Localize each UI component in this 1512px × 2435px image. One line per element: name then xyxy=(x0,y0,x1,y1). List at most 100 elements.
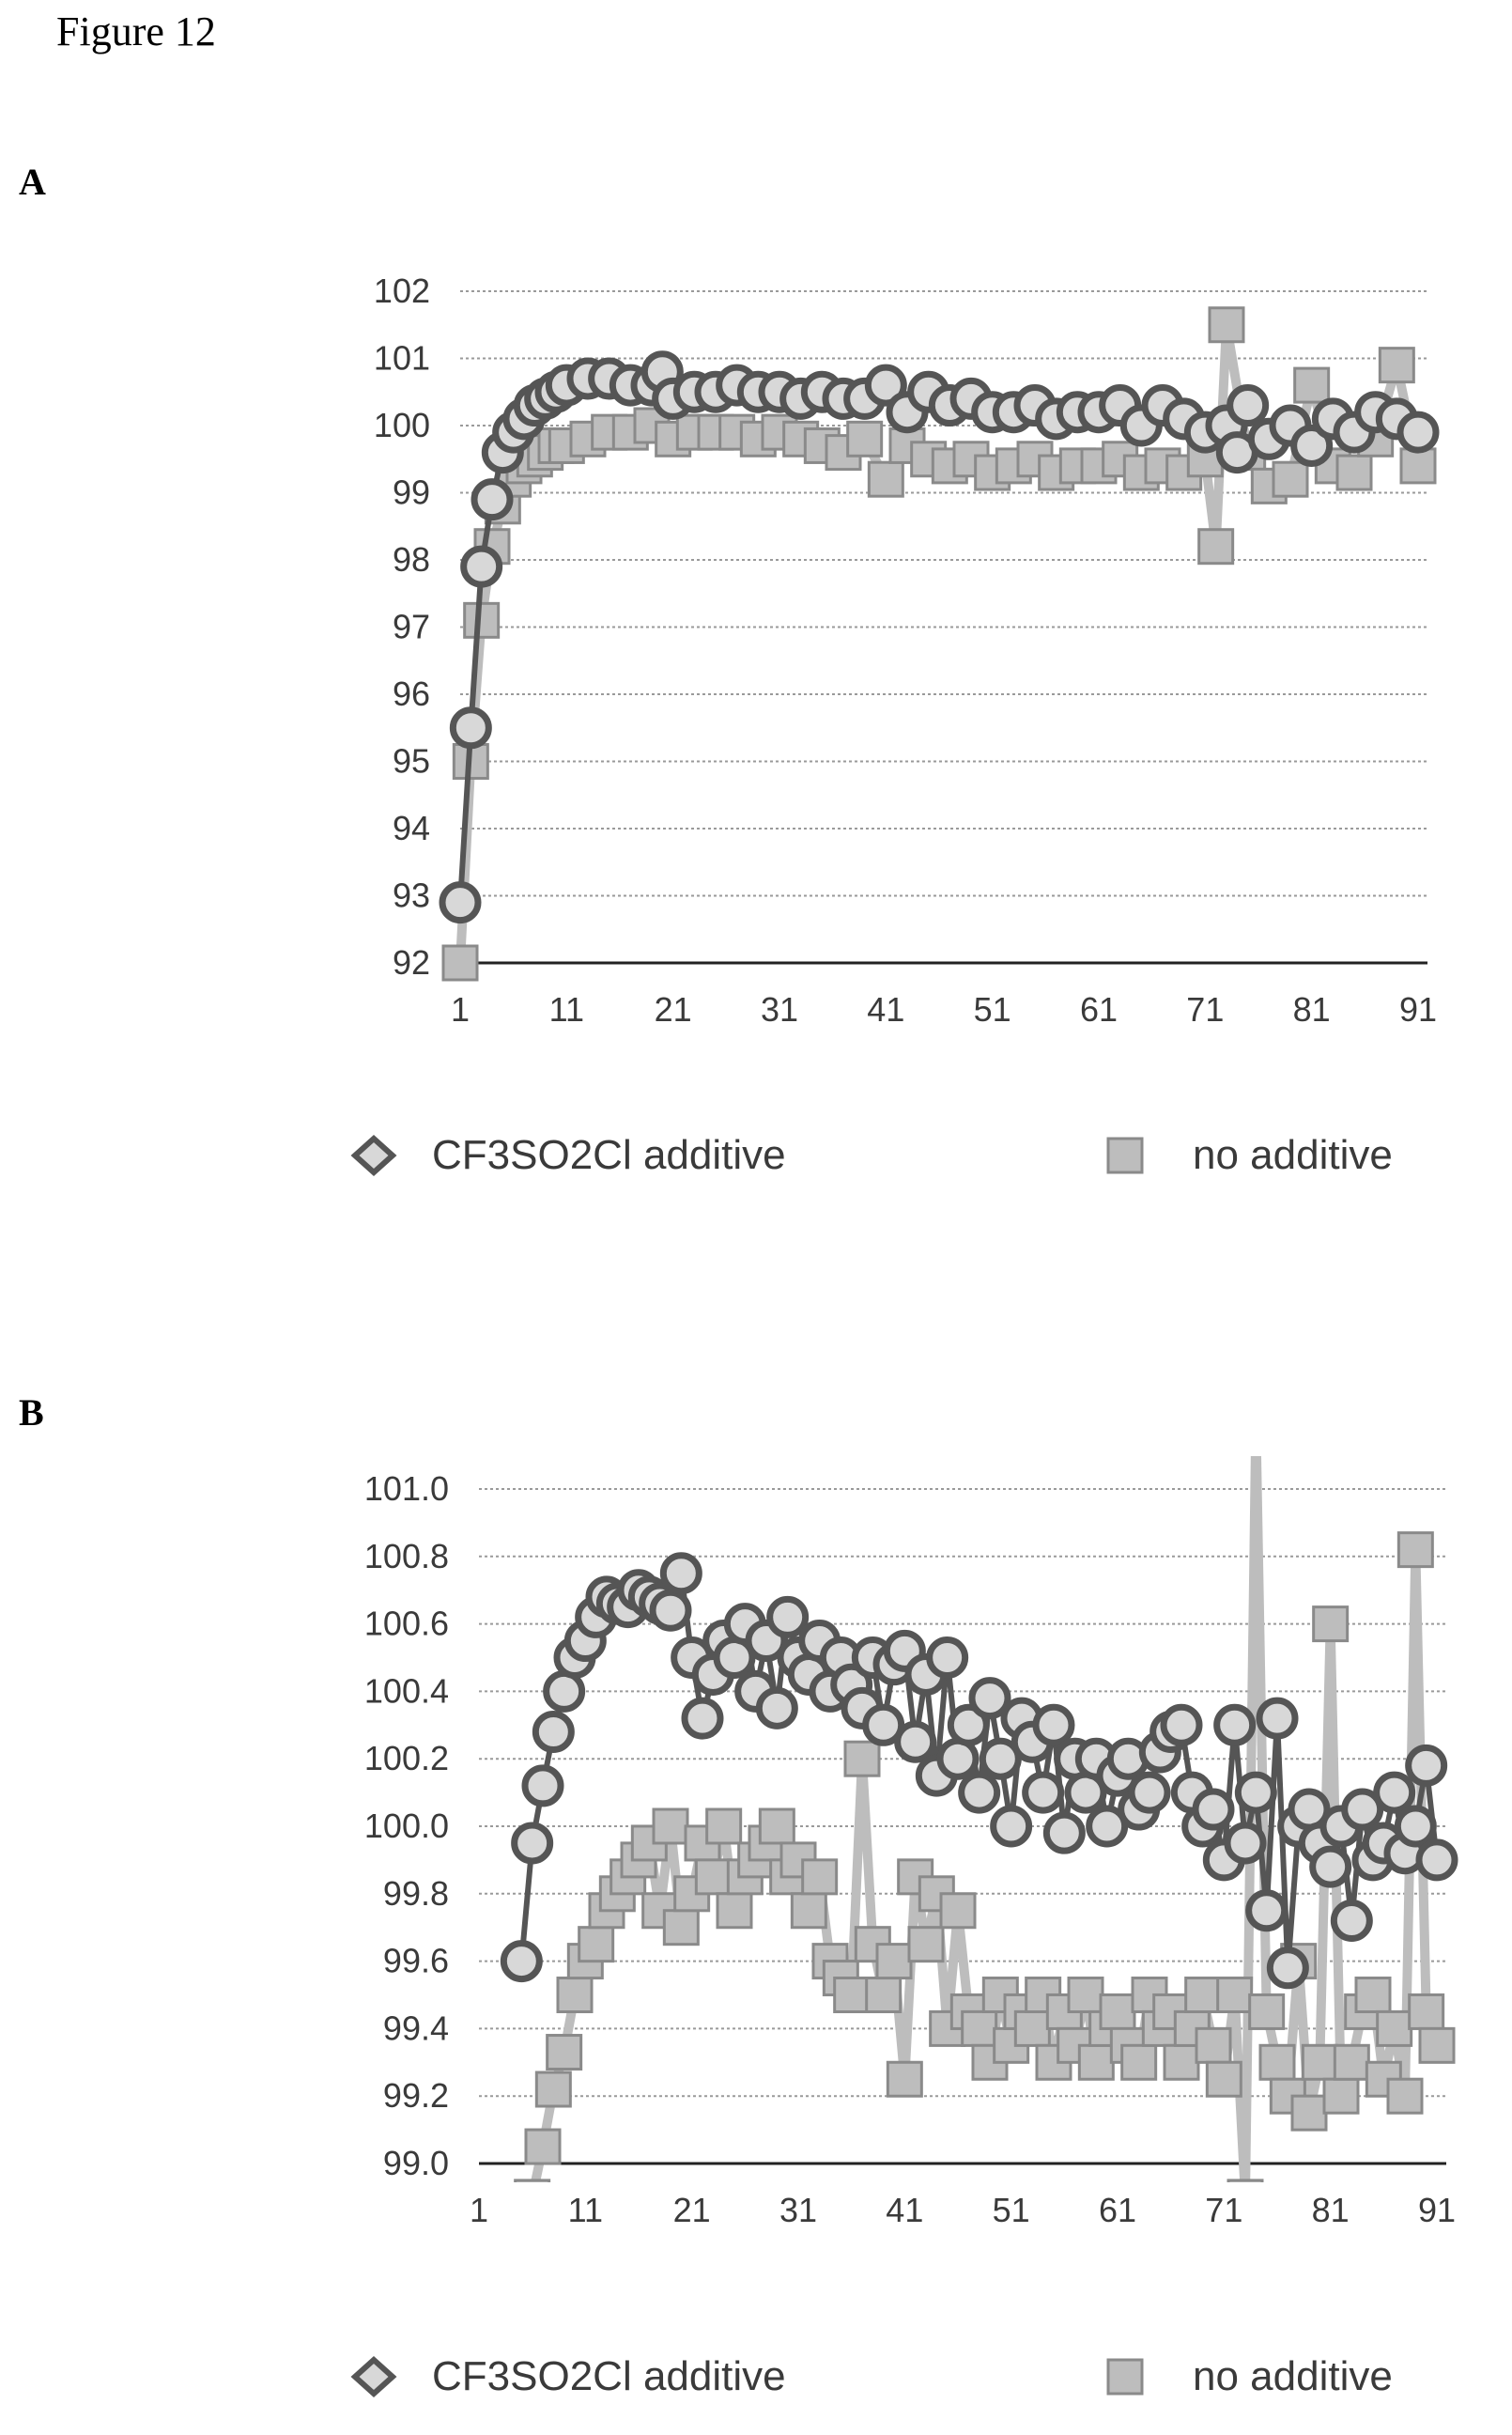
point-no-additive xyxy=(1227,2179,1264,2182)
point-additive xyxy=(532,1710,575,1753)
point-additive xyxy=(1405,1744,1448,1787)
point-additive xyxy=(926,1636,969,1679)
x-tick-label: 61 xyxy=(1099,2191,1136,2229)
point-no-additive xyxy=(1333,2043,1370,2081)
point-no-additive xyxy=(1099,1993,1136,2030)
point-no-additive xyxy=(1184,1977,1222,2013)
point-no-additive xyxy=(1272,460,1309,498)
point-no-additive xyxy=(652,1807,689,1845)
point-additive xyxy=(500,1940,543,1983)
x-tick-label: 41 xyxy=(886,2191,923,2229)
point-no-additive xyxy=(662,1909,700,1946)
point-additive xyxy=(1086,1805,1129,1848)
point-no-additive xyxy=(546,2034,583,2071)
point-additive xyxy=(755,1686,798,1729)
point-no-additive xyxy=(1378,347,1415,384)
legend-marker-no-additive xyxy=(1106,2358,1144,2396)
legend-label-additive: CF3SO2Cl additive xyxy=(432,1132,786,1178)
point-additive xyxy=(1290,424,1334,467)
point-additive xyxy=(471,478,514,521)
y-tick-label: 95 xyxy=(393,742,430,781)
point-no-additive xyxy=(1322,2077,1360,2115)
point-additive xyxy=(1373,1771,1416,1814)
point-additive xyxy=(936,1737,980,1780)
point-additive xyxy=(543,1669,586,1713)
y-tick-label: 100.2 xyxy=(364,1739,449,1777)
y-tick-label: 99.6 xyxy=(383,1942,449,1980)
point-no-additive xyxy=(705,1807,743,1845)
point-additive xyxy=(1032,1703,1075,1746)
point-no-additive xyxy=(961,2009,998,2047)
point-additive xyxy=(659,1552,702,1595)
y-tick-label: 98 xyxy=(393,540,430,579)
point-no-additive xyxy=(1386,2077,1424,2115)
y-tick-label: 100.0 xyxy=(364,1807,449,1845)
y-tick-label: 100 xyxy=(374,406,430,444)
y-tick-label: 99 xyxy=(393,473,430,512)
point-additive xyxy=(766,1595,810,1638)
y-tick-label: 99.8 xyxy=(383,1874,449,1913)
legend-marker-no-additive xyxy=(1106,1137,1144,1174)
point-additive xyxy=(1213,1703,1257,1746)
point-no-additive xyxy=(790,1892,827,1930)
legend-marker-additive xyxy=(350,2355,397,2398)
panel-label-b: B xyxy=(19,1391,44,1434)
point-additive xyxy=(958,1771,1001,1814)
point-no-additive xyxy=(556,1977,594,2013)
point-no-additive xyxy=(1301,2043,1338,2081)
point-additive xyxy=(1394,1805,1437,1848)
point-no-additive xyxy=(758,1807,795,1845)
point-no-additive xyxy=(867,460,904,498)
point-additive xyxy=(1022,1771,1065,1814)
point-no-additive xyxy=(1290,2094,1328,2132)
point-no-additive xyxy=(504,2316,538,2350)
point-additive xyxy=(968,1677,1011,1720)
x-tick-label: 51 xyxy=(974,990,1011,1029)
point-no-additive xyxy=(1248,1993,1286,2030)
y-tick-label: 94 xyxy=(393,809,430,847)
point-no-additive xyxy=(578,1926,615,1963)
x-tick-label: 61 xyxy=(1080,990,1118,1029)
point-no-additive xyxy=(801,1858,839,1896)
legend-label-no-additive: no additive xyxy=(1193,2353,1393,2399)
y-tick-label: 93 xyxy=(393,876,430,915)
x-tick-label: 51 xyxy=(993,2191,1030,2229)
point-additive xyxy=(460,545,503,588)
point-additive xyxy=(864,364,907,407)
point-additive xyxy=(1224,1822,1267,1865)
y-tick-label: 99.4 xyxy=(383,2008,449,2047)
point-additive xyxy=(1396,411,1440,454)
x-tick-label: 81 xyxy=(1312,2191,1350,2229)
point-no-additive xyxy=(1067,1977,1104,2013)
point-additive xyxy=(521,1764,564,1807)
legend-label-additive: CF3SO2Cl additive xyxy=(432,2353,786,2399)
point-additive xyxy=(979,1737,1022,1780)
point-additive xyxy=(1309,1845,1352,1888)
point-no-additive xyxy=(1376,2009,1413,2047)
point-additive xyxy=(1234,1771,1277,1814)
point-no-additive xyxy=(1293,366,1331,404)
y-tick-label: 100.4 xyxy=(364,1671,449,1710)
x-tick-label: 1 xyxy=(451,990,470,1029)
x-tick-label: 21 xyxy=(673,2191,711,2229)
y-tick-label: 92 xyxy=(393,943,430,982)
point-no-additive xyxy=(875,1943,913,1980)
point-no-additive xyxy=(1195,2026,1232,2064)
point-additive xyxy=(1245,1889,1288,1932)
point-no-additive xyxy=(441,944,479,982)
point-no-additive xyxy=(694,1858,732,1896)
legend-label-no-additive: no additive xyxy=(1193,1132,1393,1178)
point-additive xyxy=(947,1703,990,1746)
point-no-additive xyxy=(1354,1977,1392,2013)
point-no-additive xyxy=(1197,528,1235,566)
y-tick-label: 99.2 xyxy=(383,2076,449,2115)
point-no-additive xyxy=(907,1926,945,1963)
point-additive xyxy=(439,881,482,924)
point-no-additive xyxy=(1205,2060,1242,2098)
point-no-additive xyxy=(716,1892,753,1930)
point-no-additive xyxy=(1208,306,1245,344)
point-no-additive xyxy=(1335,454,1373,491)
point-no-additive xyxy=(846,420,884,458)
point-additive xyxy=(1128,1771,1171,1814)
